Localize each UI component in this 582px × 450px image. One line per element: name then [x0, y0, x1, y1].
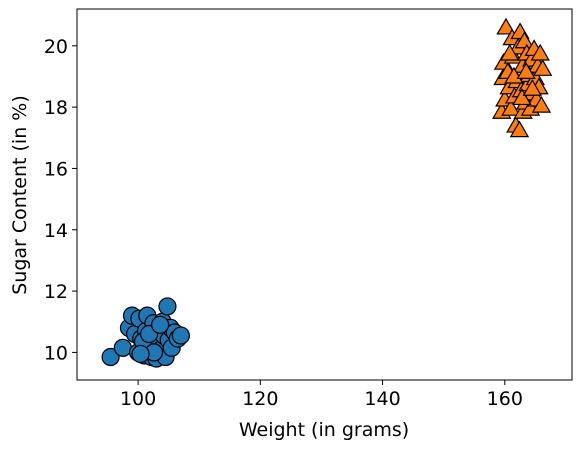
- x-axis-label: Weight (in grams): [239, 419, 409, 441]
- data-point-triangle: [532, 59, 553, 76]
- data-point-triangle: [530, 43, 550, 61]
- data-point-triangle: [501, 98, 521, 116]
- data-point-circle: [171, 326, 190, 345]
- data-point-circle: [158, 297, 177, 316]
- data-point-triangle: [514, 31, 535, 49]
- x-tick-label: 120: [242, 388, 278, 410]
- data-point-circle: [151, 315, 170, 334]
- data-point-triangle: [509, 120, 530, 138]
- y-axis: 10 12 14 16 18 20: [44, 36, 77, 364]
- data-point-triangle: [516, 62, 536, 79]
- data-point-triangle: [512, 88, 532, 106]
- plot-frame: [76, 8, 573, 381]
- y-tick-label: 12: [44, 281, 68, 303]
- y-tick-label: 18: [44, 97, 68, 119]
- data-point-triangle: [531, 95, 552, 113]
- y-tick-label: 14: [44, 220, 68, 242]
- plot-area: [101, 17, 553, 368]
- y-tick-label: 10: [44, 342, 68, 364]
- y-axis-label: Sugar Content (in %): [9, 95, 31, 295]
- y-tick-label: 16: [44, 158, 68, 180]
- data-point-triangle: [522, 79, 542, 96]
- data-point-triangle: [504, 66, 524, 84]
- x-tick-label: 160: [487, 388, 523, 410]
- y-tick-label: 20: [44, 36, 68, 58]
- data-point-circle: [101, 347, 120, 367]
- data-point-circle: [131, 344, 150, 364]
- data-point-circle: [113, 338, 132, 357]
- data-point-triangle: [499, 43, 520, 61]
- x-axis: 100 120 140 160: [120, 380, 523, 410]
- x-tick-label: 140: [364, 388, 400, 410]
- data-point-triangle: [496, 17, 516, 35]
- x-tick-label: 100: [120, 388, 156, 410]
